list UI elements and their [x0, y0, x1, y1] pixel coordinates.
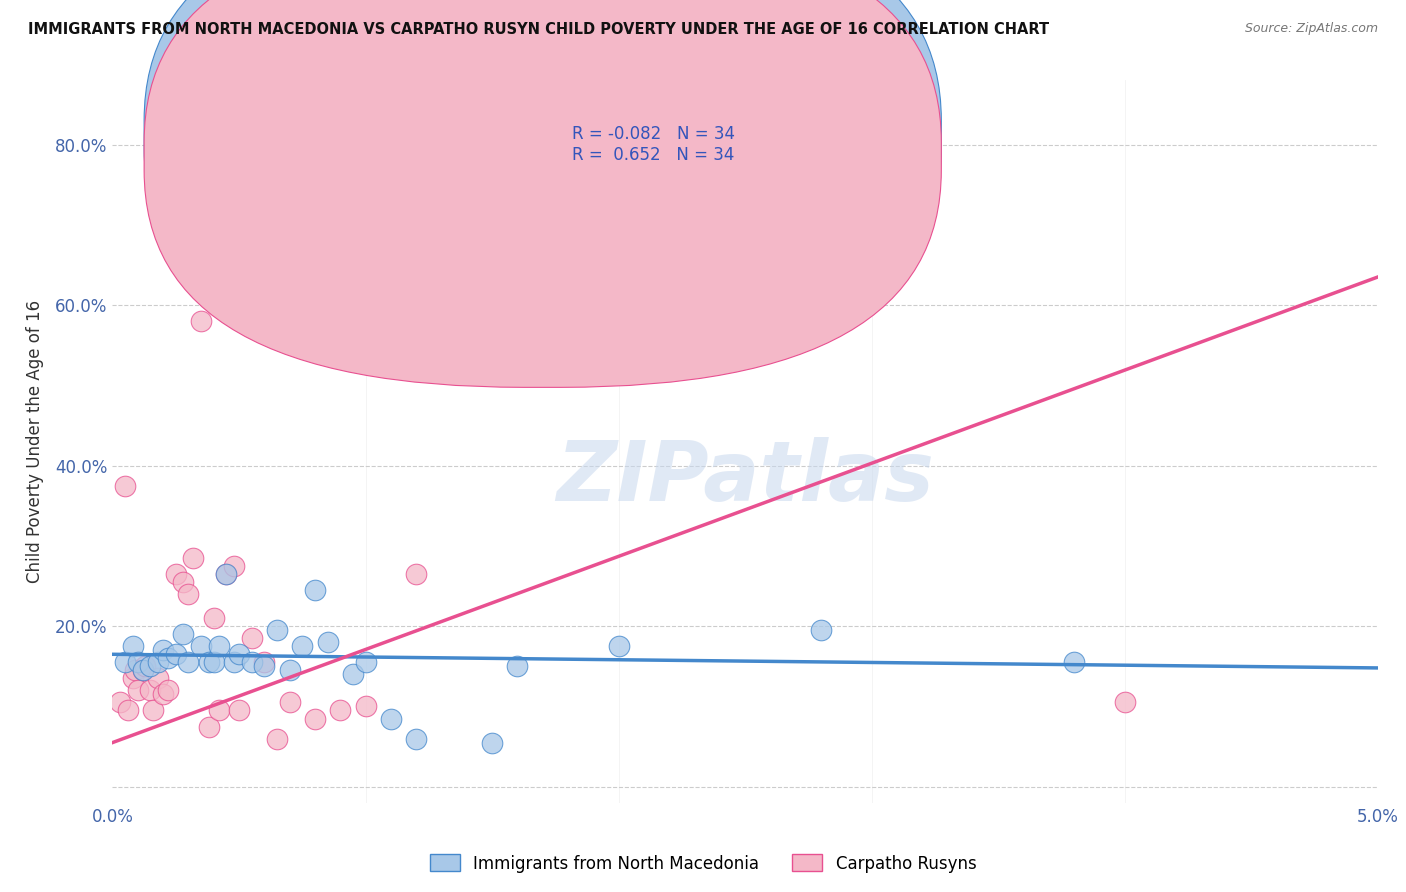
Point	[208, 639, 231, 653]
Point	[202, 611, 225, 625]
Point	[215, 567, 238, 582]
Point	[329, 703, 352, 717]
Point	[146, 655, 169, 669]
Point	[152, 643, 174, 657]
Point	[222, 558, 245, 573]
Point	[228, 648, 250, 662]
Point	[208, 703, 231, 717]
Point	[121, 671, 143, 685]
Point	[860, 202, 883, 216]
Point	[304, 712, 326, 726]
Text: Source: ZipAtlas.com: Source: ZipAtlas.com	[1244, 22, 1378, 36]
Point	[127, 683, 149, 698]
Point	[304, 583, 326, 598]
FancyBboxPatch shape	[145, 0, 942, 387]
Point	[380, 712, 402, 726]
Legend: Immigrants from North Macedonia, Carpatho Rusyns: Immigrants from North Macedonia, Carpath…	[423, 847, 983, 880]
Point	[607, 639, 630, 653]
Point	[139, 683, 162, 698]
Point	[157, 651, 180, 665]
Point	[177, 587, 200, 601]
Point	[183, 551, 205, 566]
Point	[810, 623, 832, 637]
Point	[152, 687, 174, 701]
Point	[165, 567, 187, 582]
Point	[139, 659, 162, 673]
Point	[1114, 696, 1136, 710]
Text: R =  0.652   N = 34: R = 0.652 N = 34	[572, 146, 734, 164]
Point	[405, 731, 427, 746]
Point	[172, 627, 194, 641]
Point	[291, 639, 314, 653]
Y-axis label: Child Poverty Under the Age of 16: Child Poverty Under the Age of 16	[25, 300, 44, 583]
Point	[278, 664, 301, 678]
Point	[266, 731, 288, 746]
Point	[165, 648, 187, 662]
Point	[177, 655, 200, 669]
FancyBboxPatch shape	[498, 95, 834, 181]
Text: ZIPatlas: ZIPatlas	[557, 437, 934, 518]
Point	[121, 639, 143, 653]
Point	[1063, 655, 1085, 669]
Point	[134, 659, 156, 673]
Point	[197, 655, 219, 669]
Point	[157, 683, 180, 698]
Point	[506, 659, 529, 673]
Point	[354, 655, 377, 669]
Point	[132, 664, 155, 678]
Point	[405, 567, 427, 582]
Point	[215, 567, 238, 582]
Point	[142, 703, 165, 717]
Point	[172, 574, 194, 589]
Point	[316, 635, 339, 649]
Point	[124, 664, 146, 678]
Point	[222, 655, 245, 669]
Point	[190, 639, 212, 653]
Point	[127, 655, 149, 669]
Point	[114, 478, 136, 492]
Point	[481, 735, 503, 749]
Point	[240, 632, 263, 646]
Point	[266, 623, 288, 637]
Text: IMMIGRANTS FROM NORTH MACEDONIA VS CARPATHO RUSYN CHILD POVERTY UNDER THE AGE OF: IMMIGRANTS FROM NORTH MACEDONIA VS CARPA…	[28, 22, 1049, 37]
Point	[278, 696, 301, 710]
Point	[240, 655, 263, 669]
Point	[202, 655, 225, 669]
FancyBboxPatch shape	[145, 0, 942, 366]
Point	[132, 664, 155, 678]
Point	[190, 314, 212, 328]
Point	[253, 655, 276, 669]
Point	[354, 699, 377, 714]
Point	[117, 703, 139, 717]
Point	[108, 696, 131, 710]
Point	[228, 703, 250, 717]
Point	[253, 659, 276, 673]
Point	[146, 671, 169, 685]
Text: R = -0.082   N = 34: R = -0.082 N = 34	[572, 125, 735, 143]
Point	[342, 667, 364, 681]
Point	[197, 719, 219, 733]
Point	[114, 655, 136, 669]
